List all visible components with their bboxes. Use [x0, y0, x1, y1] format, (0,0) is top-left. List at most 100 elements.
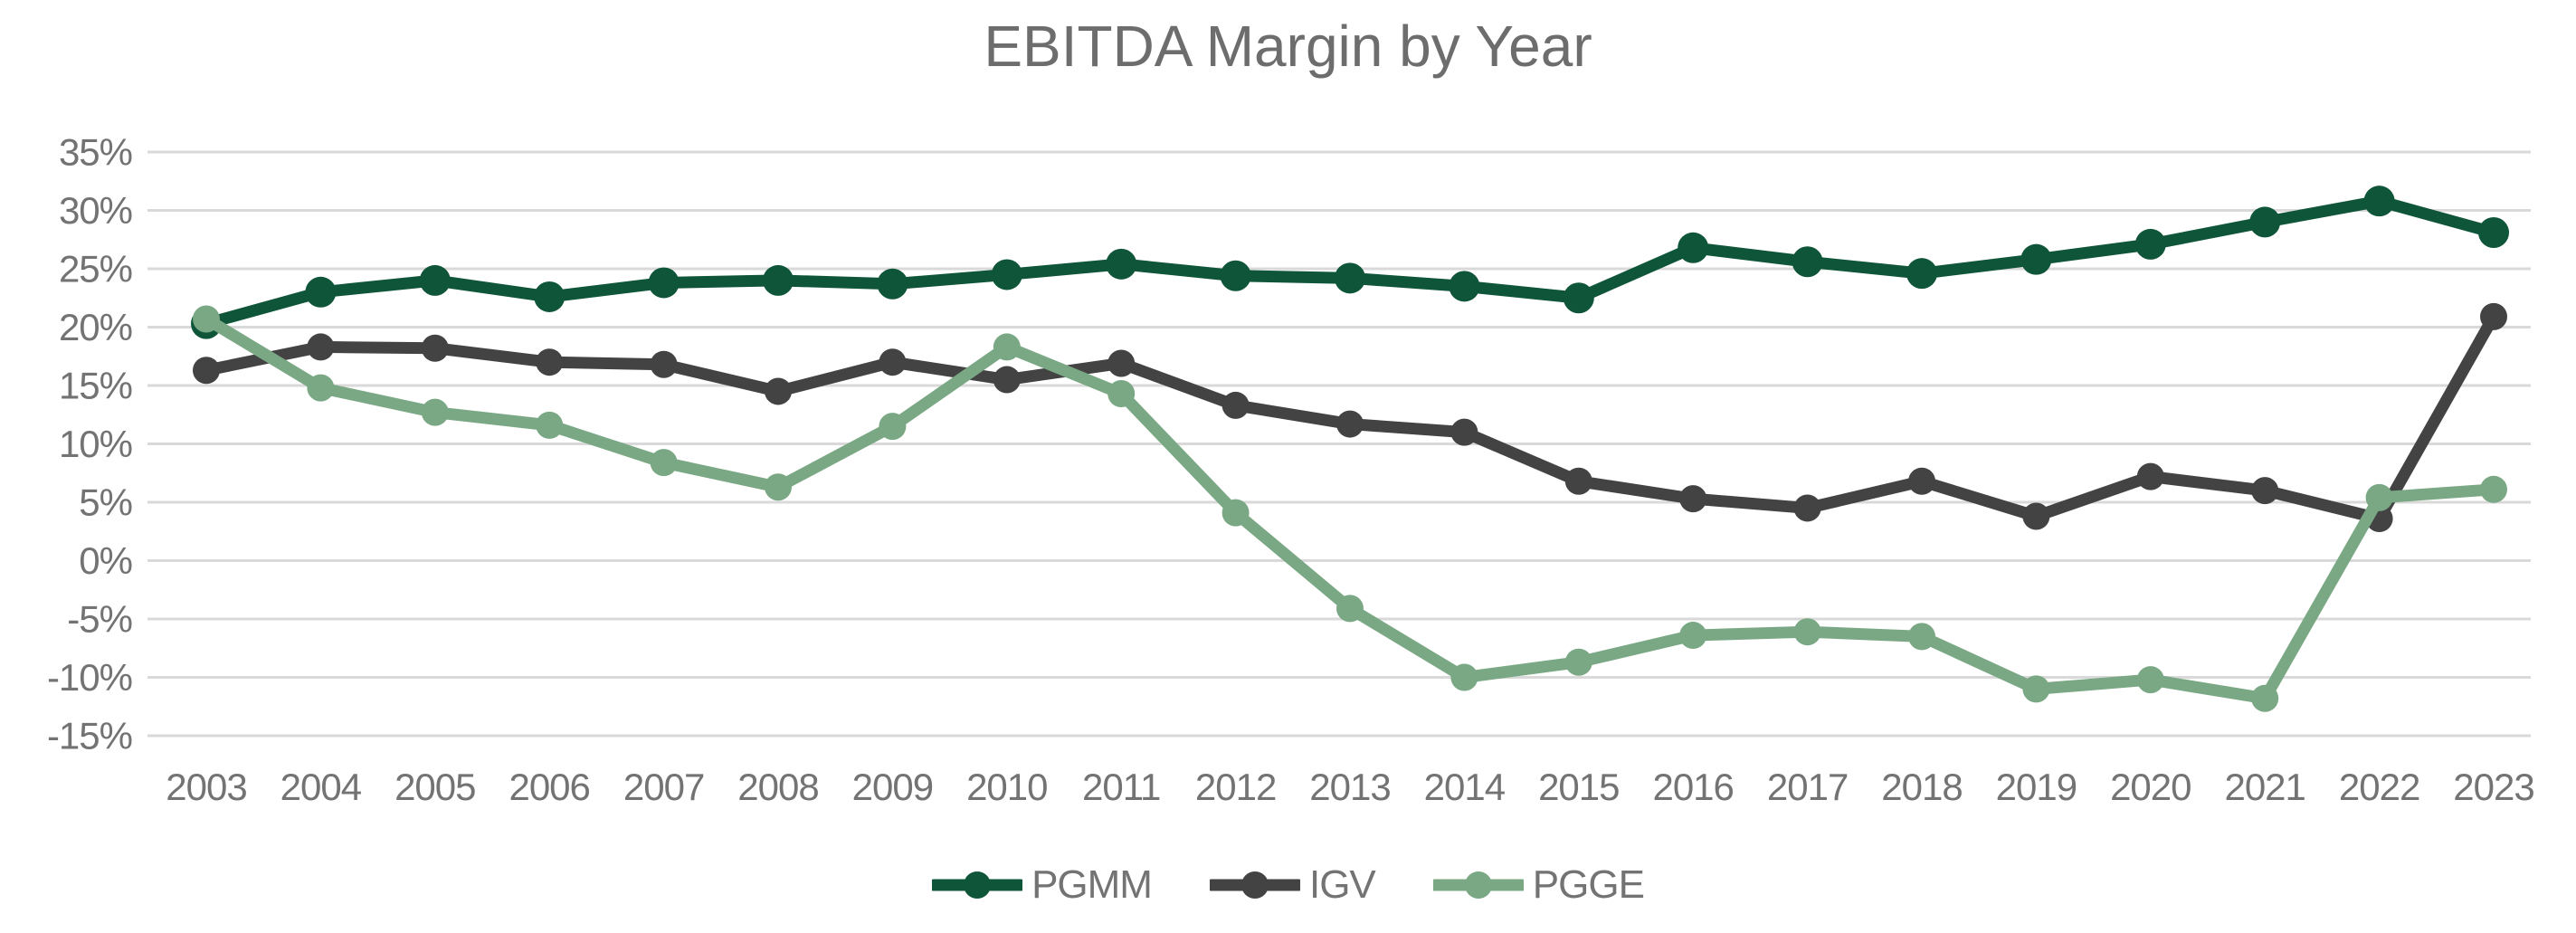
- x-tick-label: 2017: [1767, 766, 1848, 808]
- data-point-igv-2017: [1793, 494, 1821, 522]
- data-point-pgge-2007: [650, 449, 678, 477]
- data-point-pgge-2013: [1336, 595, 1364, 623]
- data-point-pgge-2021: [2251, 684, 2279, 712]
- x-tick-label: 2018: [1881, 766, 1962, 808]
- x-tick-label: 2019: [1996, 766, 2077, 808]
- y-tick-label: 20%: [59, 306, 132, 348]
- data-point-pgmm-2018: [1906, 258, 1937, 290]
- y-tick-label: -5%: [67, 598, 132, 641]
- y-tick-label: -15%: [47, 715, 132, 757]
- legend-label: IGV: [1308, 862, 1376, 907]
- legend-marker-igv: [1209, 871, 1300, 899]
- data-point-pgmm-2012: [1220, 260, 1251, 291]
- data-point-igv-2013: [1336, 410, 1364, 438]
- data-point-igv-2019: [2022, 502, 2050, 530]
- x-tick-label: 2022: [2339, 766, 2419, 808]
- x-tick-label: 2003: [166, 766, 246, 808]
- x-tick-label: 2004: [280, 766, 362, 808]
- data-point-pgmm-2009: [877, 268, 908, 300]
- data-point-igv-2007: [650, 350, 678, 378]
- y-tick-label: 10%: [59, 423, 132, 465]
- data-point-pgge-2017: [1793, 618, 1821, 646]
- legend-item-pgmm[interactable]: PGMM: [932, 862, 1153, 908]
- legend-marker-dot: [964, 871, 992, 899]
- series-line-pgge: [200, 312, 2500, 705]
- x-tick-label: 2011: [1082, 766, 1160, 808]
- data-point-pgge-2005: [421, 398, 449, 426]
- data-point-pgmm-2021: [2249, 206, 2281, 238]
- y-axis-labels: 35% 30% 25% 20% 15% 10% 5% 0% -5% -10% -15%: [47, 131, 133, 757]
- legend-marker-dot: [1464, 871, 1492, 899]
- data-point-igv-2015: [1564, 467, 1592, 495]
- data-point-pgge-2012: [1221, 499, 1250, 527]
- x-tick-label: 2015: [1538, 766, 1619, 808]
- data-point-igv-2009: [879, 348, 907, 376]
- x-tick-label: 2006: [509, 766, 589, 808]
- chart-legend: PGMM IGV PGGE: [0, 862, 2576, 908]
- data-point-pgmm-2019: [2020, 243, 2052, 275]
- data-point-pgmm-2008: [763, 264, 794, 296]
- x-axis-labels: 2003 2004 2005 2006 2007 2008 2009 2010 2011 2012…: [166, 766, 2534, 808]
- x-tick-label: 2013: [1309, 766, 1390, 808]
- data-point-pgge-2003: [193, 305, 220, 333]
- data-point-pgmm-2006: [534, 281, 566, 312]
- series-pgge: [193, 305, 2507, 712]
- data-point-pgge-2004: [307, 374, 335, 402]
- x-tick-label: 2009: [852, 766, 933, 808]
- x-tick-label: 2008: [737, 766, 818, 808]
- series-igv: [193, 302, 2507, 533]
- data-point-pgmm-2017: [1792, 246, 1823, 278]
- data-point-pgmm-2011: [1106, 248, 1137, 280]
- data-point-igv-2011: [1107, 349, 1136, 377]
- legend-marker-pgge: [1432, 871, 1524, 899]
- data-point-pgge-2011: [1107, 380, 1136, 408]
- legend-label: PGMM: [1031, 862, 1153, 907]
- y-tick-label: 35%: [59, 131, 132, 174]
- x-tick-label: 2023: [2453, 766, 2533, 808]
- data-point-igv-2014: [1450, 418, 1478, 446]
- data-point-pgge-2020: [2136, 666, 2164, 694]
- data-point-pgmm-2007: [648, 267, 680, 299]
- data-point-pgmm-2010: [991, 259, 1022, 290]
- data-point-pgge-2022: [2365, 483, 2393, 511]
- x-tick-label: 2005: [394, 766, 475, 808]
- data-point-pgmm-2020: [2134, 228, 2166, 260]
- x-tick-label: 2012: [1195, 766, 1276, 808]
- y-tick-label: 5%: [79, 481, 132, 524]
- data-point-pgge-2018: [1908, 623, 1935, 651]
- data-point-pgge-2015: [1564, 648, 1592, 676]
- data-point-igv-2005: [421, 334, 449, 362]
- data-point-pgmm-2005: [419, 264, 451, 296]
- y-tick-label: 15%: [59, 365, 132, 407]
- legend-marker-pgmm: [932, 871, 1023, 899]
- data-point-pgge-2010: [993, 333, 1021, 361]
- data-point-pgmm-2013: [1335, 262, 1365, 294]
- data-point-igv-2012: [1221, 391, 1250, 419]
- data-point-pgmm-2015: [1563, 282, 1594, 314]
- data-point-igv-2003: [193, 357, 220, 385]
- data-point-pgmm-2004: [305, 276, 337, 308]
- chart-title: EBITDA Margin by Year: [984, 14, 1592, 79]
- legend-marker-dot: [1240, 871, 1269, 899]
- data-point-igv-2004: [307, 333, 335, 361]
- x-tick-label: 2016: [1652, 766, 1733, 808]
- data-point-pgge-2009: [879, 413, 907, 441]
- data-point-igv-2021: [2251, 477, 2279, 505]
- data-point-igv-2018: [1908, 467, 1935, 495]
- x-tick-label: 2020: [2110, 766, 2191, 808]
- y-tick-label: 0%: [79, 539, 132, 582]
- y-tick-label: 25%: [59, 248, 132, 290]
- data-point-igv-2023: [2480, 302, 2507, 330]
- data-point-pgmm-2016: [1678, 232, 1709, 263]
- data-point-igv-2006: [536, 348, 564, 376]
- series-pgmm: [191, 186, 2509, 339]
- legend-item-igv[interactable]: IGV: [1209, 862, 1376, 908]
- legend-item-pgge[interactable]: PGGE: [1432, 862, 1645, 908]
- y-tick-label: -10%: [47, 656, 132, 699]
- data-point-igv-2016: [1679, 485, 1707, 513]
- data-point-pgge-2019: [2022, 675, 2050, 703]
- x-tick-label: 2007: [623, 766, 704, 808]
- data-point-igv-2020: [2136, 462, 2164, 490]
